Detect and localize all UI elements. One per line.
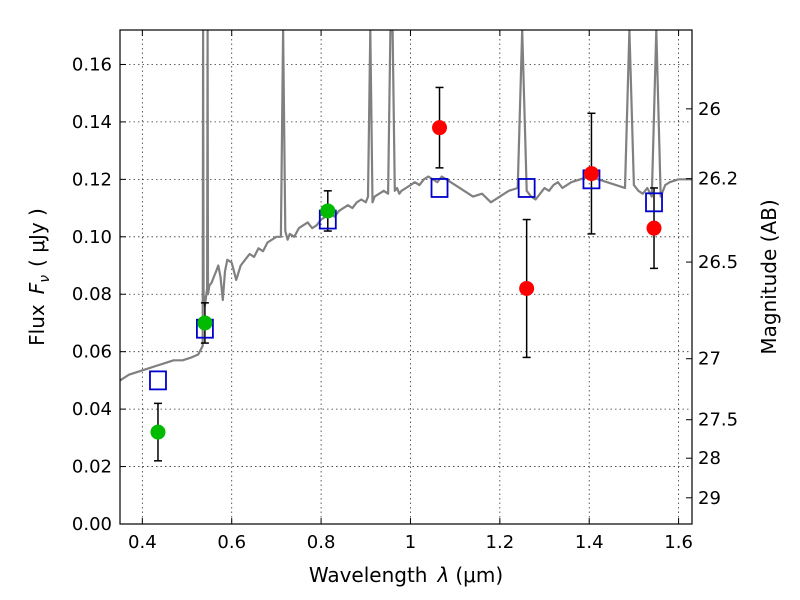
y-tick-label: 0.04	[72, 399, 112, 420]
x-tick-label: 0.8	[307, 532, 336, 553]
x-tick-label: 0.4	[128, 532, 157, 553]
spectrum-line	[120, 30, 692, 382]
y-tick-label: 0.08	[72, 284, 112, 305]
x-tick-label: 0.6	[217, 532, 246, 553]
grid-lines	[120, 30, 692, 525]
spectrum-layer	[120, 30, 692, 382]
data-point-marker	[150, 424, 166, 440]
y-tick-label: 0.10	[72, 227, 112, 248]
y-tick-label: 0.06	[72, 342, 112, 363]
y2-axis-label: Magnitude (AB)	[757, 199, 781, 354]
plot-frame	[119, 29, 693, 525]
x-axis-label: Wavelength λ (μm)	[309, 563, 503, 587]
data-point-marker	[320, 203, 336, 219]
data-point-marker	[583, 166, 599, 182]
y-axis-label: FluxFν( μJy )	[25, 208, 53, 346]
y2-tick-label: 29	[698, 488, 721, 509]
model-square-marker	[517, 178, 536, 198]
data-point-marker	[432, 120, 448, 136]
x-tick-label: 1.6	[664, 532, 693, 553]
errorbar-layer	[153, 86, 659, 462]
model-square-marker	[430, 178, 449, 198]
y2-tick-label: 27.5	[698, 410, 738, 431]
axis-ticks: 0.4 0.6 0.8 1 1.2 1.4 1.6 0.00 0.02 0.04 0.06 0.08 0…	[72, 30, 738, 553]
y-tick-label: 0.02	[72, 457, 112, 478]
data-point-marker	[197, 315, 213, 331]
y2-tick-label: 27	[698, 349, 721, 370]
x-tick-label: 1	[405, 532, 416, 553]
model-square-marker	[149, 370, 167, 391]
data-point-marker	[519, 280, 535, 296]
y-tick-label: 0.16	[72, 54, 112, 75]
y-tick-label: 0.14	[72, 112, 112, 133]
x-tick-label: 1.4	[575, 532, 604, 553]
y2-tick-label: 28	[698, 448, 721, 469]
marker-layer	[149, 120, 663, 440]
data-point-marker	[646, 220, 662, 236]
y2-tick-label: 26.5	[698, 252, 738, 273]
y2-tick-label: 26	[698, 99, 721, 120]
y-tick-label: 0.12	[72, 169, 112, 190]
model-square-marker	[645, 192, 663, 213]
y2-tick-label: 26.2	[698, 169, 738, 190]
x-tick-label: 1.2	[486, 532, 515, 553]
y-tick-label: 0.00	[72, 514, 112, 535]
